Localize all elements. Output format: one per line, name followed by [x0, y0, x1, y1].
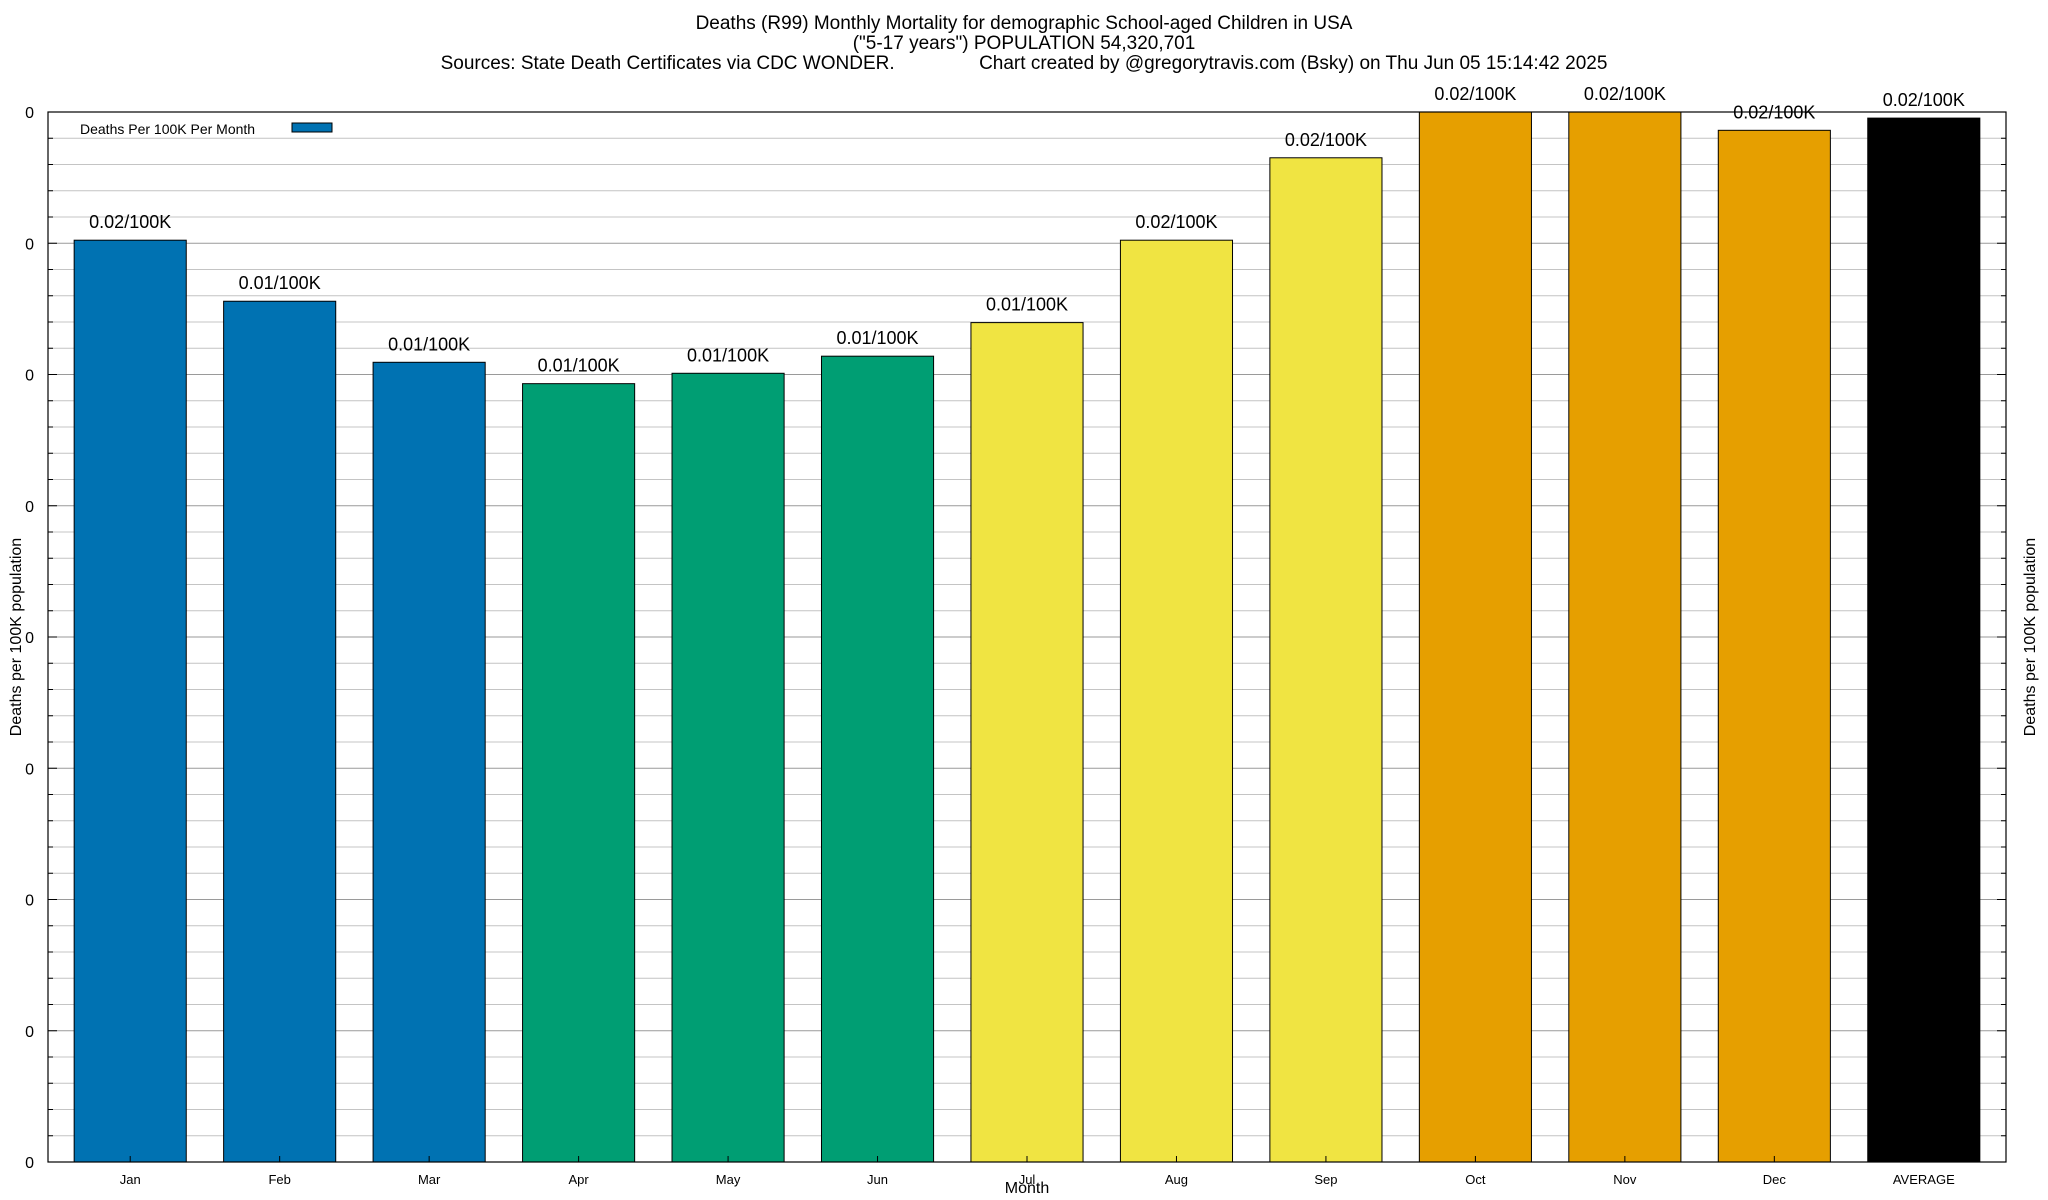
y-tick-label: 0 [25, 761, 34, 778]
y-tick-label: 0 [25, 630, 34, 647]
chart-title-line-3: Sources: State Death Certificates via CD… [440, 53, 1608, 74]
bar [970, 322, 1084, 1163]
y-tick-label: 0 [25, 105, 34, 122]
bar [73, 239, 187, 1163]
y-axis-title: Deaths per 100K population [8, 538, 25, 736]
x-tick-label: Jul [1019, 1172, 1036, 1187]
chart-title-line-2: ("5-17 years") POPULATION 54,320,701 [852, 33, 1196, 54]
x-tick-label: Jan [120, 1172, 141, 1187]
plot-frame [47, 111, 2007, 1163]
x-tick-label: AVERAGE [1893, 1172, 1955, 1187]
x-tick-label: Mar [418, 1172, 441, 1187]
x-tick-label: Jun [867, 1172, 888, 1187]
bar [820, 355, 935, 1163]
data-label: 0.02/100K [1434, 84, 1516, 104]
bars [73, 111, 1981, 1163]
data-label: 0.01/100K [388, 334, 470, 354]
chart-title: Deaths (R99) Monthly Mortality for demog… [0, 14, 2048, 74]
x-axis-title: Month [1005, 1180, 1049, 1197]
bar [522, 383, 636, 1163]
y-tick-label: 0 [25, 499, 34, 516]
data-label: 0.01/100K [538, 356, 620, 376]
x-tick-label: Aug [1165, 1172, 1188, 1187]
bar [1119, 239, 1234, 1163]
x-tick-label: Sep [1314, 1172, 1337, 1187]
x-tick-label: May [716, 1172, 741, 1187]
legend: Deaths Per 100K Per Month [80, 121, 333, 137]
legend-swatch [291, 122, 333, 133]
bar [1568, 111, 1682, 1163]
data-label: 0.02/100K [1285, 130, 1367, 150]
y-tick-label: 0 [25, 236, 34, 253]
bar [1269, 157, 1383, 1163]
bar [1717, 129, 1831, 1163]
data-label: 0.02/100K [1135, 212, 1217, 232]
chart-title-line-1: Deaths (R99) Monthly Mortality for demog… [695, 13, 1353, 34]
bar [223, 300, 337, 1163]
x-tick-label: Dec [1763, 1172, 1787, 1187]
y-tick-label: 0 [25, 1024, 34, 1041]
data-label: 0.01/100K [687, 345, 769, 365]
data-label: 0.02/100K [1584, 84, 1666, 104]
data-label: 0.01/100K [239, 273, 321, 293]
y-tick-label: 0 [25, 1155, 34, 1172]
bar [372, 361, 486, 1163]
axes: 0 0 0 0 0 0 0 0 0 Jan Feb Mar Apr May Jun Jul Aug Sep Oct N… [8, 105, 2039, 1197]
bar [1418, 111, 1532, 1163]
data-label: 0.02/100K [89, 212, 171, 232]
legend-label: Deaths Per 100K Per Month [80, 121, 255, 137]
x-tick-label: Oct [1465, 1172, 1486, 1187]
y-axis-title-right: Deaths per 100K population [2022, 538, 2039, 736]
bar [671, 372, 785, 1163]
data-label: 0.02/100K [1883, 90, 1965, 110]
bar [1867, 117, 1981, 1163]
data-label: 0.01/100K [986, 295, 1068, 315]
x-tick-label: Nov [1613, 1172, 1637, 1187]
x-tick-label: Feb [268, 1172, 290, 1187]
y-tick-label: 0 [25, 368, 34, 385]
x-tick-label: Apr [568, 1172, 589, 1187]
y-tick-label: 0 [25, 893, 34, 910]
data-label: 0.01/100K [836, 328, 918, 348]
